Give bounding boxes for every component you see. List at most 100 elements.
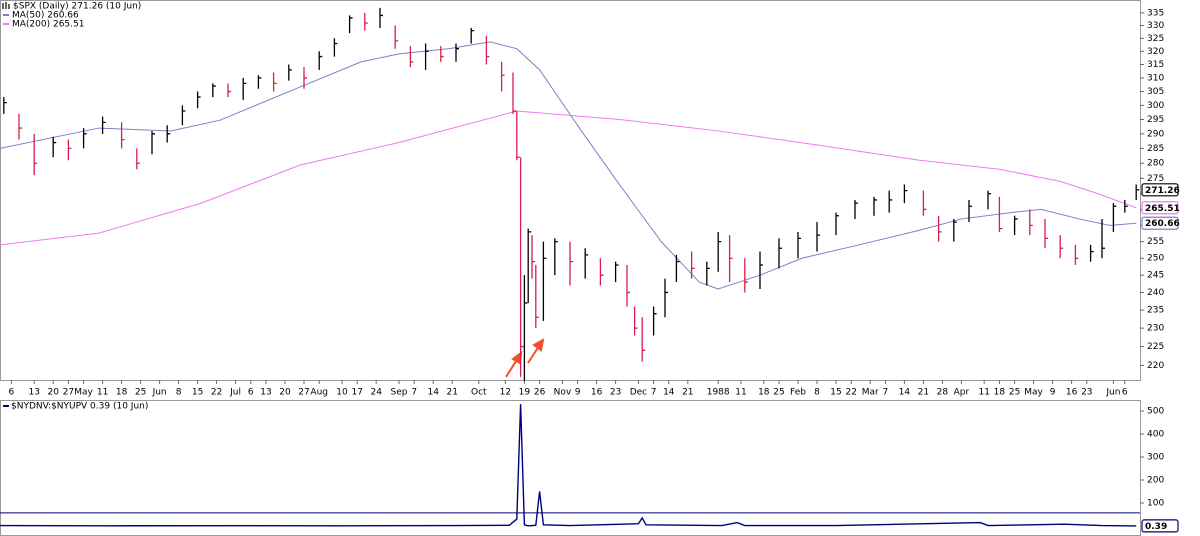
y-tick-label: 320 — [1147, 47, 1164, 57]
x-tick-label: 7 — [411, 388, 417, 398]
ohlc-bar — [1074, 244, 1079, 265]
ohlc-bar — [903, 184, 908, 204]
x-tick-label: 21 — [682, 388, 693, 398]
ohlc-bar — [1124, 199, 1128, 213]
ohlc-bar — [953, 218, 957, 242]
ohlc-bar — [227, 83, 231, 98]
ohlc-bar — [151, 130, 155, 155]
ohlc-bar — [542, 241, 547, 321]
ohlc-bar — [242, 77, 247, 100]
x-tick-label: 22 — [211, 388, 222, 398]
y-tick-label: 200 — [1147, 476, 1164, 486]
ohlc-bar — [1135, 184, 1140, 200]
ohlc-bar — [531, 235, 535, 279]
ohlc-bar — [166, 125, 171, 143]
legend-icon — [2, 2, 10, 9]
ohlc-bar — [690, 251, 695, 279]
x-tick-label: 27 — [298, 388, 309, 398]
x-tick-label: Aug — [310, 388, 328, 398]
x-tick-label: Oct — [471, 388, 487, 398]
y-tick-label: 275 — [1147, 174, 1164, 184]
ohlc-bar — [633, 306, 638, 336]
x-tick-label: 16 — [591, 388, 603, 398]
y-tick-label: 280 — [1147, 159, 1164, 169]
x-tick-label: 1988 — [707, 388, 730, 398]
price-tag-box — [1141, 519, 1179, 533]
ohlc-bar — [854, 199, 858, 219]
price-tag-label: 0.39 — [1145, 522, 1167, 532]
ohlc-bar — [1013, 215, 1018, 236]
ohlc-bar — [937, 215, 942, 242]
x-tick-label: Nov — [554, 388, 572, 398]
arrow-head — [532, 338, 545, 352]
ohlc-bar — [987, 190, 991, 210]
ohlc-bar — [440, 46, 444, 62]
x-tick-label: 6 — [9, 388, 15, 398]
x-tick-label: 18 — [758, 388, 770, 398]
y-tick-label: 100 — [1147, 499, 1164, 509]
x-tick-label: 11 — [735, 388, 746, 398]
ohlc-bar — [485, 35, 490, 65]
x-tick-label: 8 — [814, 388, 820, 398]
y-tick-label: 500 — [1147, 407, 1164, 417]
x-tick-label: 16 — [1066, 388, 1078, 398]
y-tick-label: 335 — [1147, 8, 1164, 18]
ohlc-bar — [584, 248, 589, 279]
ohlc-bar — [652, 306, 657, 336]
ohlc-bar — [664, 278, 668, 318]
ohlc-bar — [706, 261, 710, 286]
x-tick-label: 14 — [427, 388, 439, 398]
ohlc-bar — [614, 261, 619, 283]
ohlc-bar — [1089, 244, 1094, 262]
y-tick-label: 235 — [1147, 306, 1164, 316]
x-tick-label: Sep — [391, 388, 408, 398]
price-tag-label: 260.66 — [1145, 219, 1180, 229]
series-line — [0, 41, 1137, 290]
x-tick-label: 14 — [663, 388, 675, 398]
price-tag: 0.39 — [1141, 519, 1179, 533]
x-tick-label: 15 — [192, 388, 203, 398]
price-tag: 265.51 — [1141, 201, 1180, 215]
ohlc-bar — [288, 64, 292, 81]
ohlc-bar — [527, 228, 532, 303]
ohlc-bar — [394, 25, 399, 49]
ohlc-bar — [212, 83, 216, 98]
x-tick-label: Jun — [1105, 388, 1120, 398]
ohlc-bar — [455, 43, 459, 62]
y-tick-label: 220 — [1147, 361, 1164, 371]
ohlc-bar — [778, 238, 782, 269]
price-tag: 260.66 — [1141, 216, 1180, 230]
ohlc-bar — [272, 72, 277, 92]
x-tick-label: May — [74, 388, 93, 398]
price-tag: 271.26 — [1141, 183, 1180, 197]
x-tick-label: 17 — [351, 388, 362, 398]
ohlc-bar — [1101, 218, 1105, 259]
x-tick-label: 9 — [1050, 388, 1056, 398]
x-tick-label: 13 — [260, 388, 271, 398]
y-tick-label: 305 — [1147, 87, 1164, 97]
ohlc-bar — [1044, 218, 1048, 249]
ohlc-bar — [257, 75, 262, 89]
x-tick-label: 7 — [651, 388, 657, 398]
x-tick-label: 8 — [176, 388, 182, 398]
ohlc-bar — [67, 139, 72, 161]
y-tick-label: 315 — [1147, 60, 1164, 70]
y-tick-label: 300 — [1147, 453, 1164, 463]
series-line — [0, 404, 1137, 527]
x-tick-label: 13 — [28, 388, 39, 398]
y-tick-label: 325 — [1147, 34, 1164, 44]
x-tick-label: Jun — [152, 388, 167, 398]
y-tick-label: 300 — [1147, 101, 1164, 111]
arrow — [527, 345, 540, 364]
y-tick-label: 310 — [1147, 73, 1164, 83]
ohlc-bar — [52, 136, 57, 158]
x-tick-label: 14 — [899, 388, 911, 398]
ohlc-bar — [728, 235, 733, 283]
ohlc-bar — [470, 28, 475, 44]
ohlc-bar — [196, 91, 201, 109]
ohlc-bar — [675, 254, 680, 283]
y-tick-label: 245 — [1147, 271, 1164, 281]
y-tick-label: 290 — [1147, 129, 1164, 139]
ohlc-bar — [379, 7, 383, 29]
